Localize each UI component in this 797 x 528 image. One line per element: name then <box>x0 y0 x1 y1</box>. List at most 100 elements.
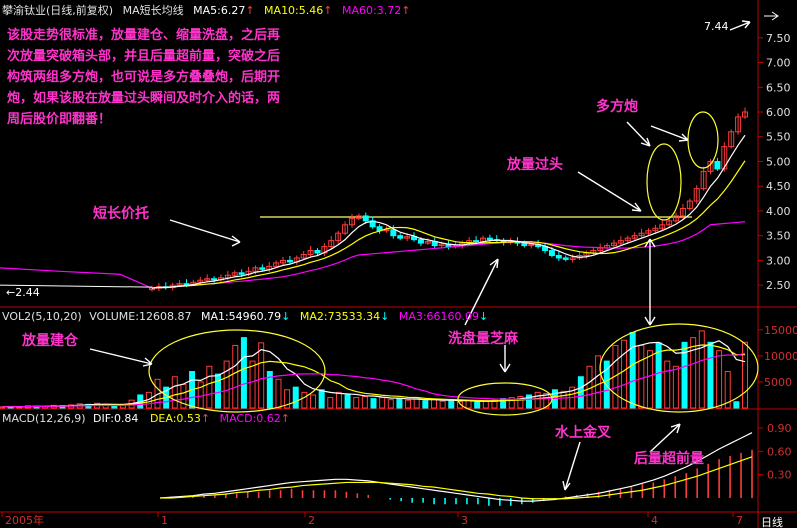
stock-title: 攀渝钛业(日线,前复权) <box>2 4 114 17</box>
candle-body <box>252 267 259 272</box>
candle-body <box>424 241 431 244</box>
candle-body <box>397 235 404 239</box>
candle-body <box>417 239 424 244</box>
candle-body <box>645 230 652 234</box>
period-tab[interactable]: 日线 <box>761 516 783 528</box>
volume-bar <box>474 401 481 409</box>
price-prehistory-line <box>0 284 153 288</box>
ma60-prehistory-line <box>0 267 153 289</box>
vol-ma1: MA1:54960.79 <box>200 310 282 323</box>
ma60-up-icon: ↑ <box>401 4 411 17</box>
price-tick-label: 5.50 <box>766 131 791 144</box>
label-duofang: 多方炮 <box>596 99 638 115</box>
volume-bar <box>526 394 533 409</box>
ma5-up-icon: ↑ <box>245 4 255 17</box>
label-fangliang-jiancang: 放量建仓 <box>22 333 78 349</box>
candle-body <box>280 259 287 264</box>
duofang-ellipse-2 <box>687 111 719 169</box>
volume-bar <box>361 396 368 409</box>
volume-bar <box>698 330 705 409</box>
time-tick-label: 7 <box>736 514 743 527</box>
volume-bar <box>266 371 273 409</box>
volume-bar <box>353 397 360 409</box>
volume-bar <box>301 391 308 409</box>
candle-body <box>231 272 238 276</box>
candle-body <box>273 262 280 267</box>
macd-header: MACD(12,26,9) DIF:0.84 DEA:0.53↑ MACD:0.… <box>2 412 290 425</box>
candlesticks <box>149 107 748 292</box>
volume-bar <box>690 337 697 409</box>
candle-body <box>348 217 355 226</box>
candle-body <box>659 224 666 229</box>
volume-bar <box>448 399 455 409</box>
volume-bar <box>560 390 567 409</box>
volume-bar <box>387 399 394 409</box>
candle-body <box>700 170 707 190</box>
candle-body <box>411 236 418 241</box>
price-tick-label: 4.00 <box>766 205 791 218</box>
candle-body <box>728 131 735 148</box>
volume-bar <box>232 344 239 409</box>
ma10-up-icon: ↑ <box>323 4 333 17</box>
comment-line: 周后股价即翻番！ <box>7 112 112 127</box>
ma5-value: MA5:6.27 <box>193 4 246 17</box>
volume-header: VOL2(5,10,20) VOLUME:12608.87 MA1:54960.… <box>2 310 488 323</box>
candle-body <box>666 220 673 226</box>
jiancang-ellipse <box>148 329 326 413</box>
price-tick-label: 7.50 <box>766 32 791 45</box>
volume-bar <box>223 360 230 409</box>
price-tick-label: 5.00 <box>766 155 791 168</box>
candle-body <box>355 215 362 219</box>
ma5-line <box>151 134 746 289</box>
volume-bar <box>171 376 178 409</box>
label-duanchang: 短长价托 <box>93 206 149 222</box>
candle-body <box>569 257 576 260</box>
candle-body <box>562 257 569 260</box>
volume-bar <box>672 365 679 409</box>
candle-body <box>742 111 748 118</box>
volume-bar <box>603 360 610 409</box>
macd-tick-label: 0.30 <box>767 469 792 482</box>
vol-ma2: MA2:73533.34 <box>299 310 381 323</box>
candle-body <box>528 244 535 247</box>
volume-axis-ticks: 15000 10000 5000 <box>758 324 797 389</box>
vol-ma3-line <box>1 352 746 408</box>
volume-bar <box>335 391 342 409</box>
candle-body <box>721 146 728 170</box>
candle-body <box>631 235 638 239</box>
price-high-label: 7.44 <box>704 20 729 33</box>
volume-ma-lines <box>1 340 746 408</box>
volume-bar <box>595 355 602 409</box>
volume-bar <box>724 371 731 409</box>
houliang-ellipse <box>599 323 759 413</box>
candle-body <box>259 267 266 270</box>
volume-bar <box>318 389 325 409</box>
candle-body <box>362 215 369 222</box>
volume-tick-label: 5000 <box>764 376 792 389</box>
volume-bar <box>465 400 472 409</box>
macd-up-icon: ↑ <box>280 412 290 425</box>
volume-bar <box>543 392 550 409</box>
comment-line: 该股走势很标准，放量建仓、缩量洗盘，之后再 <box>7 28 281 43</box>
volume-bar <box>742 341 748 409</box>
volume-bar <box>405 399 412 409</box>
volume-bar <box>430 399 437 409</box>
price-tick-label: 3.00 <box>766 254 791 267</box>
ma-group-label: MA短长均线 <box>122 4 184 17</box>
volume-bar <box>707 341 714 409</box>
volume-bar <box>240 337 247 409</box>
price-tick-label: 6.00 <box>766 106 791 119</box>
price-header: 攀渝钛业(日线,前复权) MA短长均线 MA5:6.27↑ MA10:5.46↑… <box>2 2 410 18</box>
candle-body <box>473 240 480 243</box>
volume-bar <box>629 331 636 409</box>
volume-bar <box>664 360 671 409</box>
label-xipan: 洗盘量芝麻 <box>448 331 518 347</box>
macd-label: MACD(12,26,9) <box>2 412 86 425</box>
candle-body <box>548 250 555 256</box>
macd-lines <box>159 432 753 502</box>
time-axis-labels: 2005年 1 2 3 4 7 <box>1 512 743 527</box>
scroll-up-icon[interactable] <box>764 11 779 21</box>
candle-body <box>197 279 204 283</box>
